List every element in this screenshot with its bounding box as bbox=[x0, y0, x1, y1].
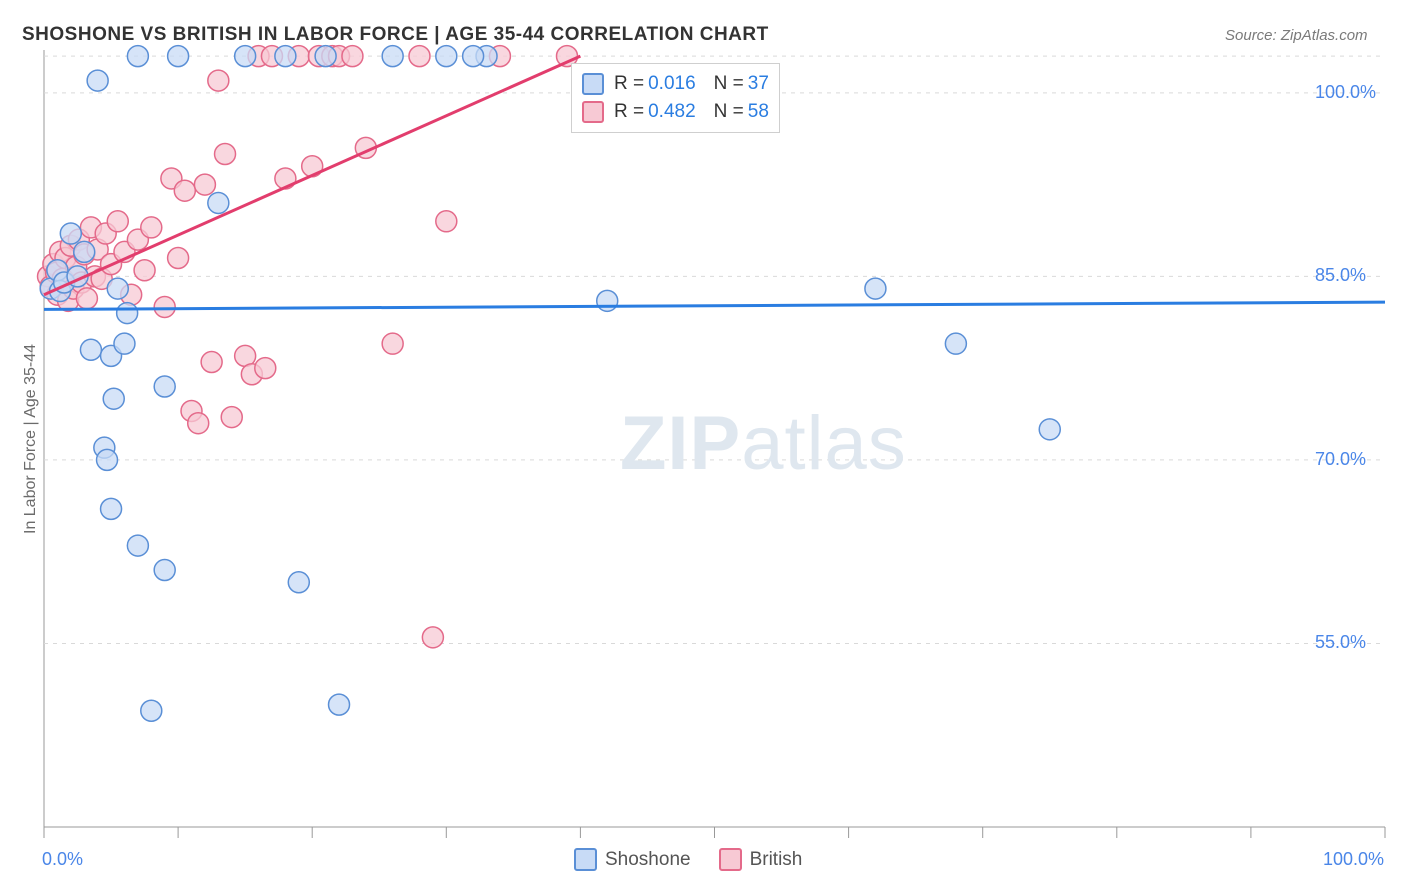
chart-title: SHOSHONE VS BRITISH IN LABOR FORCE | AGE… bbox=[22, 24, 769, 46]
correlation-chart bbox=[0, 0, 1406, 892]
statbox-n-value: 37 bbox=[748, 73, 769, 95]
y-tick-label: 85.0% bbox=[1315, 265, 1366, 286]
statbox-r-value: 0.016 bbox=[648, 73, 696, 95]
statbox-n-label: N = bbox=[714, 101, 744, 123]
statbox-n-label: N = bbox=[714, 73, 744, 95]
x-tick-label: 0.0% bbox=[42, 849, 83, 870]
statbox-n-value: 58 bbox=[748, 101, 769, 123]
statbox-r-label: R = bbox=[614, 101, 644, 123]
statbox-r-value: 0.482 bbox=[648, 101, 696, 123]
y-tick-label: 100.0% bbox=[1315, 82, 1376, 103]
correlation-stats-box: R = 0.016 N = 37 R = 0.482 N = 58 bbox=[571, 63, 780, 133]
statbox-swatch bbox=[582, 101, 604, 123]
statbox-swatch bbox=[582, 73, 604, 95]
legend-label: Shoshone bbox=[605, 849, 691, 871]
legend-label: British bbox=[750, 849, 803, 871]
statbox-row: R = 0.016 N = 37 bbox=[582, 70, 769, 98]
legend: Shoshone British bbox=[574, 848, 830, 877]
legend-item: British bbox=[719, 848, 803, 871]
legend-item: Shoshone bbox=[574, 848, 691, 871]
y-tick-label: 55.0% bbox=[1315, 632, 1366, 653]
source-label: Source: ZipAtlas.com bbox=[1225, 27, 1368, 44]
legend-swatch bbox=[719, 848, 742, 871]
y-axis-label: In Labor Force | Age 35-44 bbox=[22, 343, 40, 533]
statbox-r-label: R = bbox=[614, 73, 644, 95]
y-tick-label: 70.0% bbox=[1315, 449, 1366, 470]
legend-swatch bbox=[574, 848, 597, 871]
x-tick-label: 100.0% bbox=[1323, 849, 1384, 870]
statbox-row: R = 0.482 N = 58 bbox=[582, 98, 769, 126]
